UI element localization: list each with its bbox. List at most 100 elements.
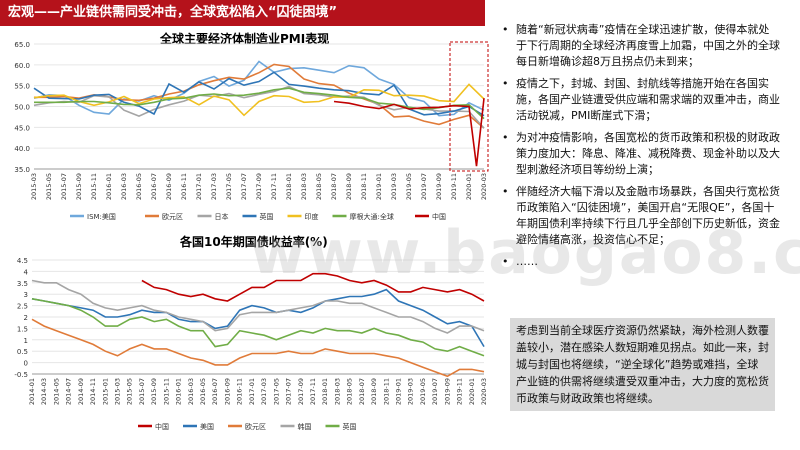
series-line-美国 bbox=[31, 288, 485, 348]
x-tick-label: 2016-11 bbox=[180, 173, 188, 200]
series-line-韩国 bbox=[31, 279, 485, 334]
legend-label: 摩根大通:全球 bbox=[350, 212, 394, 221]
series-line-ISM:美国 bbox=[33, 60, 485, 117]
y-tick-label: -0.5 bbox=[14, 371, 28, 379]
x-tick-label: 2017-05 bbox=[272, 378, 280, 405]
bullet-item: • 随着“新冠状病毒”疫情在全球迅速扩散，使得本就处于下行周期的全球经济再度雪上加… bbox=[500, 22, 780, 70]
bullet-text: 伴随经济大幅下滑以及金融市场暴跌，各国央行宽松货币政策陷入“囚徒困境”，美国开启… bbox=[516, 185, 780, 246]
bullet-dot-icon: • bbox=[502, 131, 509, 144]
y-tick-label: 2.5 bbox=[17, 303, 28, 311]
x-tick-label: 2020-03 bbox=[480, 173, 488, 200]
bond-chart-title: 各国10年期国债收益率(%) bbox=[180, 235, 328, 249]
x-tick-label: 2017-09 bbox=[255, 173, 263, 200]
y-tick-label: 3 bbox=[24, 291, 28, 299]
x-tick-label: 2014-03 bbox=[40, 378, 48, 405]
bullet-item: • 疫情之下，封城、封国、封航线等措施开始在各国实施，各国产业链遭受供应端和需求端… bbox=[500, 76, 780, 124]
x-tick-label: 2019-01 bbox=[394, 378, 402, 405]
x-tick-label: 2017-01 bbox=[195, 173, 203, 200]
x-tick-label: 2018-05 bbox=[315, 173, 323, 200]
bullet-text: 为对冲疫情影响，各国宽松的货币政策和积极的财政政策力度加大：降息、降准、减税降费… bbox=[516, 131, 780, 176]
x-tick-label: 2020-01 bbox=[468, 378, 476, 405]
x-tick-label: 2014-01 bbox=[28, 378, 36, 405]
x-tick-label: 2014-09 bbox=[77, 378, 85, 405]
y-tick-label: 60.0 bbox=[14, 62, 30, 70]
legend-label: 日本 bbox=[215, 212, 229, 221]
x-tick-label: 2016-01 bbox=[105, 173, 113, 200]
y-tick-label: 2 bbox=[24, 314, 28, 322]
x-tick-label: 2018-09 bbox=[345, 173, 353, 200]
series-line-欧元区 bbox=[31, 318, 485, 378]
x-tick-label: 2017-03 bbox=[210, 173, 218, 200]
bullet-text: 疫情之下，封城、封国、封航线等措施开始在各国实施，各国产业链遭受供应端和需求端的… bbox=[516, 77, 780, 122]
legend-label: 英国 bbox=[260, 212, 274, 221]
x-tick-label: 2018-03 bbox=[300, 173, 308, 200]
x-tick-label: 2019-03 bbox=[407, 378, 415, 405]
x-tick-label: 2020-01 bbox=[465, 173, 473, 200]
series-line-摩根大通:全球 bbox=[34, 87, 485, 120]
x-tick-label: 2014-05 bbox=[52, 378, 60, 405]
x-tick-label: 2017-01 bbox=[248, 378, 256, 405]
x-tick-label: 2020-03 bbox=[480, 378, 488, 405]
legend-label: 中国 bbox=[155, 422, 169, 431]
x-tick-label: 2018-07 bbox=[330, 173, 338, 200]
legend-label: 美国 bbox=[200, 422, 214, 431]
legend-label: ISM:美国 bbox=[87, 212, 116, 221]
x-tick-label: 2016-07 bbox=[211, 378, 219, 405]
x-tick-label: 2018-01 bbox=[285, 173, 293, 200]
y-tick-label: 50.0 bbox=[14, 104, 30, 112]
x-tick-label: 2019-11 bbox=[450, 173, 458, 200]
x-tick-label: 2017-05 bbox=[225, 173, 233, 200]
x-tick-label: 2019-09 bbox=[443, 378, 451, 405]
y-tick-label: 0 bbox=[24, 360, 28, 368]
bullet-text: 随着“新冠状病毒”疫情在全球迅速扩散，使得本就处于下行周期的全球经济再度雪上加霜… bbox=[516, 23, 780, 68]
y-tick-label: 1.5 bbox=[17, 325, 28, 333]
series-line-中国 bbox=[333, 98, 485, 167]
x-tick-label: 2016-07 bbox=[150, 173, 158, 200]
x-tick-label: 2015-11 bbox=[90, 173, 98, 200]
x-tick-label: 2017-09 bbox=[297, 378, 305, 405]
x-tick-label: 2016-05 bbox=[199, 378, 207, 405]
x-tick-label: 2019-09 bbox=[435, 173, 443, 200]
x-tick-label: 2015-05 bbox=[126, 378, 134, 405]
x-tick-label: 2015-03 bbox=[30, 173, 38, 200]
x-tick-label: 2014-07 bbox=[65, 378, 73, 405]
y-tick-label: 55.0 bbox=[14, 83, 30, 91]
x-tick-label: 2015-07 bbox=[138, 378, 146, 405]
y-tick-label: 35.0 bbox=[14, 166, 30, 174]
x-tick-label: 2016-03 bbox=[120, 173, 128, 200]
y-tick-label: 0.5 bbox=[17, 348, 28, 356]
x-tick-label: 2017-03 bbox=[260, 378, 268, 405]
y-tick-label: 3.5 bbox=[17, 280, 28, 288]
x-tick-label: 2017-07 bbox=[240, 173, 248, 200]
x-tick-label: 2016-09 bbox=[165, 173, 173, 200]
x-tick-label: 2016-05 bbox=[135, 173, 143, 200]
y-tick-label: 1 bbox=[24, 337, 28, 345]
page-title: 宏观——产业链供需同受冲击，全球宽松陷入“囚徒困境” bbox=[0, 0, 485, 26]
x-tick-label: 2019-05 bbox=[405, 173, 413, 200]
x-tick-label: 2018-11 bbox=[360, 173, 368, 200]
y-tick-label: 65.0 bbox=[14, 41, 30, 49]
x-tick-label: 2019-11 bbox=[456, 378, 464, 405]
x-tick-label: 2016-09 bbox=[223, 378, 231, 405]
x-tick-label: 2019-07 bbox=[431, 378, 439, 405]
bullet-dot-icon: • bbox=[502, 77, 509, 90]
highlight-box bbox=[449, 41, 489, 172]
bullet-item: • …… bbox=[500, 254, 780, 270]
series-line-英国 bbox=[31, 298, 485, 357]
y-tick-label: 45.0 bbox=[14, 124, 30, 132]
bullet-item: • 为对冲疫情影响，各国宽松的货币政策和积极的财政政策力度加大：降息、降准、减税降… bbox=[500, 130, 780, 178]
bullet-text: …… bbox=[516, 255, 538, 268]
bullet-list: • 随着“新冠状病毒”疫情在全球迅速扩散，使得本就处于下行周期的全球经济再度雪上加… bbox=[500, 22, 780, 276]
x-tick-label: 2019-03 bbox=[390, 173, 398, 200]
pmi-chart-title: 全球主要经济体制造业PMI表现 bbox=[160, 32, 330, 46]
legend-label: 印度 bbox=[305, 212, 319, 221]
legend-label: 欧元区 bbox=[245, 422, 266, 431]
x-tick-label: 2019-01 bbox=[375, 173, 383, 200]
x-tick-label: 2018-03 bbox=[333, 378, 341, 405]
y-tick-label: 4 bbox=[24, 268, 29, 276]
series-line-印度 bbox=[33, 83, 485, 117]
bullet-dot-icon: • bbox=[502, 23, 509, 36]
x-tick-label: 2016-11 bbox=[236, 378, 244, 405]
x-tick-label: 2015-01 bbox=[101, 378, 109, 405]
